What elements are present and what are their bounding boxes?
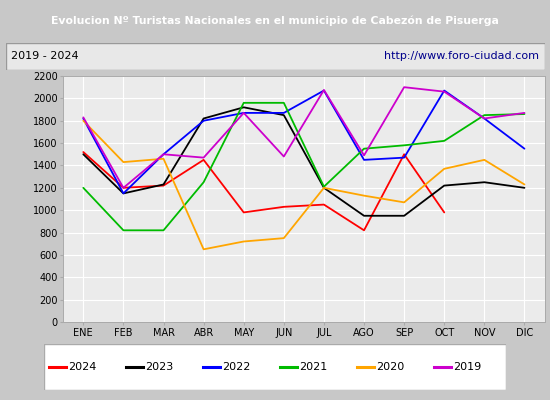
FancyBboxPatch shape	[44, 344, 506, 390]
Text: 2023: 2023	[145, 362, 173, 372]
Text: 2020: 2020	[376, 362, 404, 372]
Text: http://www.foro-ciudad.com: http://www.foro-ciudad.com	[384, 51, 539, 61]
Text: 2021: 2021	[299, 362, 327, 372]
Text: Evolucion Nº Turistas Nacionales en el municipio de Cabezón de Pisuerga: Evolucion Nº Turistas Nacionales en el m…	[51, 16, 499, 26]
Text: 2022: 2022	[222, 362, 250, 372]
Text: 2024: 2024	[68, 362, 96, 372]
Text: 2019 - 2024: 2019 - 2024	[11, 51, 79, 61]
FancyBboxPatch shape	[6, 43, 544, 70]
Text: 2019: 2019	[453, 362, 481, 372]
